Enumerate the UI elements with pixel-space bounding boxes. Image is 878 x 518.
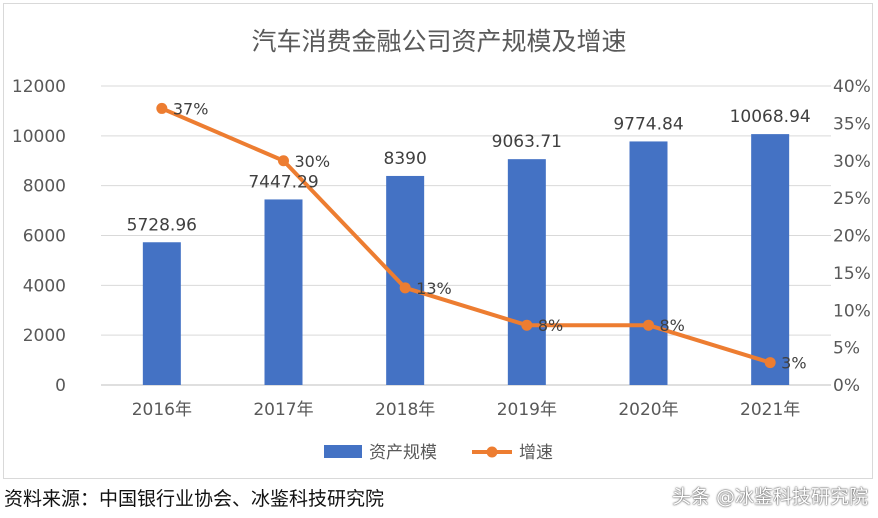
bar — [264, 199, 303, 385]
bar-value-label: 9774.84 — [613, 114, 683, 134]
y-right-tick-label: 30% — [833, 152, 871, 172]
combo-chart: 汽车消费金融公司资产规模及增速 0 2000 4000 6000 8000 10000 12… — [12, 27, 871, 463]
source-note: 资料来源：中国银行业协会、冰鉴科技研究院 — [4, 488, 385, 510]
growth-line — [159, 106, 773, 365]
y-left-tick-label: 12000 — [12, 77, 66, 97]
growth-point — [643, 319, 654, 331]
legend-label-bar: 资产规模 — [369, 443, 437, 463]
y-left-tick-label: 0 — [55, 376, 66, 396]
y-left-tick-label: 6000 — [23, 227, 66, 247]
growth-value-label: 37% — [173, 99, 209, 118]
growth-value-label: 30% — [295, 152, 331, 171]
bar — [386, 175, 425, 385]
growth-point — [156, 102, 168, 114]
chart-frame: 汽车消费金融公司资产规模及增速 0 2000 4000 6000 8000 10000 12… — [3, 3, 873, 479]
legend-label-line: 增速 — [519, 443, 553, 463]
x-tick-label: 2021年 — [740, 400, 800, 420]
bar-value-label: 5728.96 — [127, 215, 197, 235]
x-tick-label: 2018年 — [375, 400, 435, 420]
bar — [507, 159, 546, 385]
y-right-tick-label: 0% — [833, 376, 860, 396]
y-left-tick-label: 10000 — [12, 127, 66, 147]
y-left-tick-label: 4000 — [23, 276, 66, 296]
growth-point — [399, 282, 411, 294]
y-right-tick-label: 5% — [833, 339, 860, 359]
y-right-tick-label: 40% — [833, 77, 871, 97]
legend-swatch-bar — [324, 445, 362, 458]
bar-value-label: 7447.29 — [248, 172, 318, 192]
y-right-tick-label: 25% — [833, 189, 871, 209]
growth-value-label: 3% — [781, 354, 806, 373]
x-tick-label: 2016年 — [132, 400, 192, 420]
y-right-tick-label: 20% — [833, 227, 871, 247]
growth-point — [521, 319, 533, 331]
bar-value-label: 10068.94 — [730, 107, 811, 127]
watermark: 头条 @冰鉴科技研究院 — [671, 486, 868, 508]
legend-marker-line — [486, 446, 498, 458]
growth-value-label: 8% — [660, 316, 685, 335]
bar-value-label: 9063.71 — [492, 132, 562, 152]
growth-point — [278, 155, 289, 167]
y-left-tick-label: 2000 — [23, 326, 66, 346]
x-tick-label: 2020年 — [618, 400, 678, 420]
y-right-tick-label: 35% — [833, 114, 871, 134]
bar — [751, 134, 790, 385]
growth-value-label: 13% — [416, 279, 452, 298]
growth-point — [764, 357, 776, 369]
y-right-tick-label: 10% — [833, 301, 871, 321]
x-tick-label: 2019年 — [497, 400, 557, 420]
bar — [142, 242, 181, 385]
y-left-tick-label: 8000 — [23, 177, 66, 197]
bar — [629, 141, 668, 385]
bar-value-label: 8390 — [384, 149, 427, 169]
growth-value-label: 8% — [538, 316, 563, 335]
y-right-tick-label: 15% — [833, 264, 871, 284]
chart-title: 汽车消费金融公司资产规模及增速 — [251, 27, 626, 56]
x-tick-label: 2017年 — [253, 400, 313, 420]
